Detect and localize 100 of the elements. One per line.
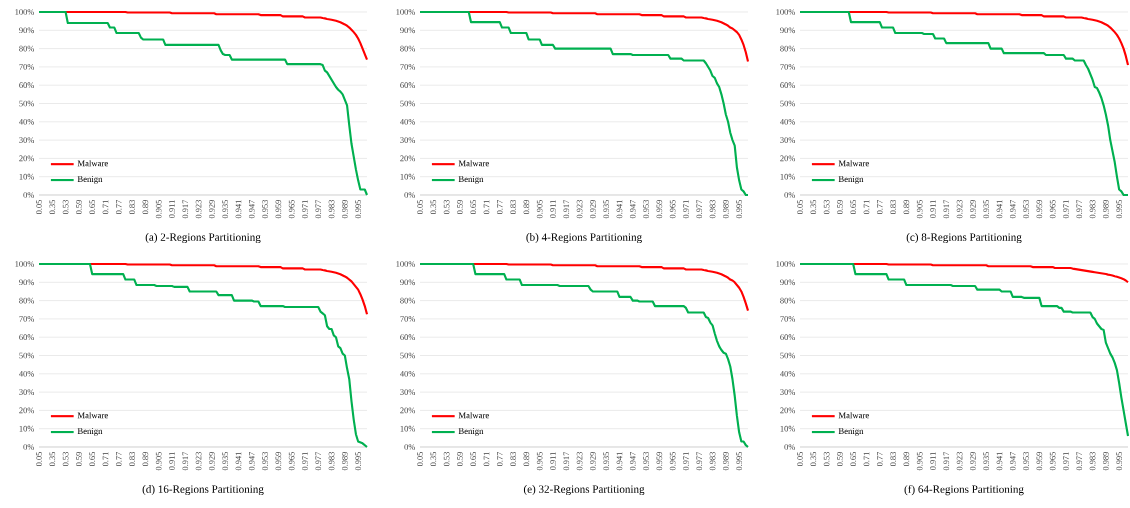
x-tick-label: 0.71: [102, 200, 109, 215]
y-tick-label: 40%: [19, 370, 35, 377]
text: (c) 8-Regions Partitioning: [906, 233, 1022, 244]
x-tick-label: 0.923: [195, 452, 202, 471]
x-tick-label: 0.929: [970, 200, 976, 219]
x-tick-label: 0.917: [563, 199, 570, 219]
legend-label: Benign: [77, 176, 103, 184]
x-tick-label: 0.77: [115, 199, 122, 215]
x-tick-label: 0.05: [417, 200, 423, 215]
x-tick-label: 0.83: [890, 200, 896, 215]
x-tick-label: 0.941: [235, 452, 242, 471]
x-tick-label: 0.59: [457, 200, 463, 215]
x-tick-label: 0.917: [182, 451, 189, 471]
x-tick-label: 0.995: [736, 452, 742, 471]
y-tick-label: 80%: [19, 297, 35, 304]
y-tick-label: 100%: [396, 261, 416, 267]
x-tick-label: 0.65: [89, 452, 96, 467]
x-tick-label: 0.905: [916, 200, 923, 219]
x-tick-label: 0.971: [1063, 452, 1069, 471]
x-tick-label: 0.35: [430, 452, 437, 467]
x-tick-label: 0.947: [248, 199, 255, 219]
x-tick-label: 0.05: [36, 452, 42, 467]
x-tick-label: 0.35: [810, 200, 817, 215]
x-tick-label: 0.65: [850, 452, 857, 467]
legend-label: Benign: [458, 428, 484, 436]
x-tick-label: 0.89: [523, 452, 530, 467]
x-tick-label: 0.911: [169, 452, 175, 470]
x-tick-label: 0.959: [656, 200, 663, 219]
x-tick-label: 0.905: [155, 200, 162, 219]
x-tick-label: 0.05: [36, 200, 42, 215]
x-tick-label: 0.83: [510, 452, 516, 467]
y-tick-label: 100%: [15, 261, 35, 267]
y-tick-label: 30%: [780, 389, 796, 395]
y-tick-label: 10%: [780, 173, 796, 180]
x-tick-label: 0.77: [496, 451, 503, 467]
y-tick-label: 20%: [780, 155, 796, 162]
y-tick-label: 50%: [400, 100, 416, 107]
x-tick-label: 0.59: [76, 200, 82, 215]
x-tick-label: 0.983: [709, 200, 716, 219]
x-tick-label: 0.977: [315, 451, 322, 471]
y-tick-label: 60%: [780, 82, 796, 89]
x-tick-label: 0.983: [1089, 452, 1096, 471]
x-tick-label: 0.53: [443, 200, 450, 215]
x-tick-label: 0.71: [483, 452, 490, 467]
y-tick-label: 60%: [780, 334, 796, 341]
x-tick-label: 0.35: [49, 200, 56, 215]
y-tick-label: 0%: [23, 444, 35, 450]
y-tick-label: 90%: [19, 279, 35, 286]
text: (f) 64-Regions Partitioning: [904, 485, 1024, 496]
y-tick-label: 60%: [19, 334, 35, 341]
legend-label: Malware: [838, 160, 869, 167]
y-tick-label: 10%: [19, 425, 35, 432]
x-tick-label: 0.977: [696, 451, 703, 471]
x-tick-label: 0.959: [1036, 200, 1043, 219]
x-tick-label: 0.929: [209, 452, 215, 471]
x-tick-label: 0.989: [723, 452, 729, 471]
x-tick-label: 0.989: [342, 200, 348, 219]
x-tick-label: 0.83: [129, 200, 135, 215]
x-tick-label: 0.989: [1103, 452, 1109, 471]
y-tick-label: 90%: [19, 27, 35, 34]
x-tick-label: 0.53: [62, 452, 69, 467]
text: (e) 32-Regions Partitioning: [523, 485, 645, 496]
y-tick-label: 50%: [400, 352, 416, 359]
x-tick-label: 0.935: [222, 200, 229, 219]
x-tick-label: 0.941: [996, 200, 1003, 219]
x-tick-label: 0.83: [890, 452, 896, 467]
y-tick-label: 50%: [19, 352, 35, 359]
x-tick-label: 0.89: [903, 452, 910, 467]
x-tick-label: 0.77: [115, 451, 122, 467]
x-tick-label: 0.905: [916, 452, 923, 471]
x-tick-label: 0.59: [76, 452, 82, 467]
x-tick-label: 0.941: [996, 452, 1003, 471]
y-tick-label: 100%: [776, 9, 796, 15]
x-tick-label: 0.959: [656, 452, 663, 471]
x-tick-label: 0.959: [1036, 452, 1043, 471]
x-tick-label: 0.923: [576, 452, 583, 471]
x-tick-label: 0.35: [810, 452, 817, 467]
y-tick-label: 20%: [19, 407, 35, 414]
x-tick-label: 0.953: [262, 200, 268, 219]
y-tick-label: 60%: [19, 82, 35, 89]
x-tick-label: 0.935: [983, 200, 990, 219]
x-tick-label: 0.941: [235, 200, 242, 219]
x-tick-label: 0.995: [1116, 452, 1123, 471]
x-tick-label: 0.989: [723, 200, 729, 219]
y-tick-label: 20%: [400, 407, 416, 414]
y-tick-label: 0%: [23, 192, 35, 198]
x-tick-label: 0.989: [1103, 200, 1109, 219]
x-tick-label: 0.911: [930, 452, 936, 470]
x-tick-label: 0.947: [629, 199, 636, 219]
legend-label: Malware: [838, 412, 869, 419]
x-tick-label: 0.77: [496, 199, 503, 215]
x-tick-label: 0.917: [563, 451, 570, 471]
y-tick-label: 100%: [15, 9, 35, 15]
y-tick-label: 80%: [400, 297, 416, 304]
y-tick-label: 10%: [19, 173, 35, 180]
y-tick-label: 90%: [780, 27, 796, 34]
legend-label: Benign: [838, 428, 864, 436]
x-tick-label: 0.59: [837, 452, 843, 467]
x-tick-label: 0.35: [430, 200, 437, 215]
y-tick-label: 70%: [19, 316, 35, 322]
